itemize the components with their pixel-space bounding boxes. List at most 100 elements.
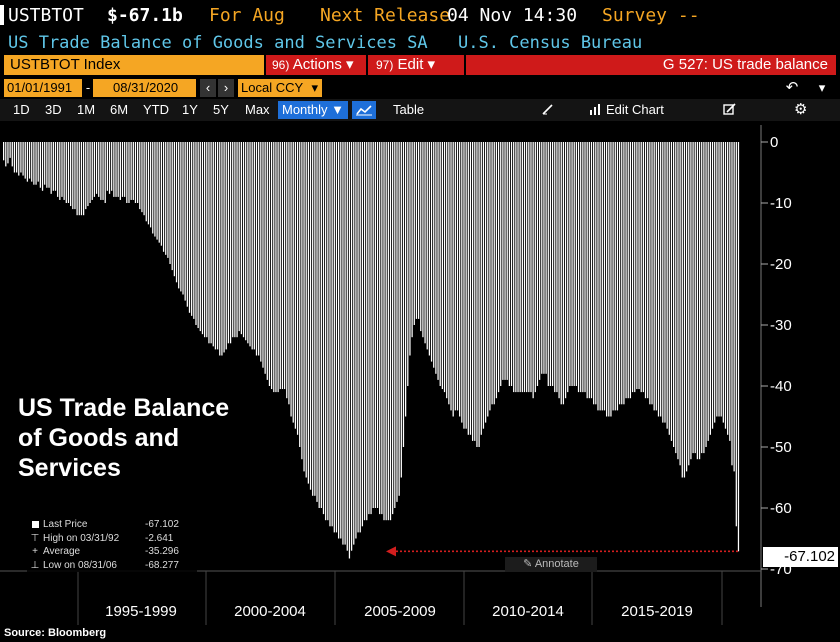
period-1y[interactable]: 1Y [182,102,198,117]
bar [487,142,489,417]
bar [616,142,619,411]
bar [558,142,560,399]
bar [357,142,359,533]
bar [638,142,640,390]
bar [128,142,130,203]
bar [294,142,297,429]
bar [160,142,163,246]
bar [165,142,167,255]
bar [359,142,361,533]
bar [44,142,46,185]
bar [731,142,733,466]
currency-select[interactable]: Local CCY ▾ [238,79,322,97]
index-field[interactable]: USTBTOT Index [4,55,264,75]
y-tick-label: -50 [770,439,792,456]
legend-label: High on 03/31/92 [43,532,120,544]
bar [398,142,400,496]
average-marker-icon: + [32,546,38,557]
edit-menu[interactable]: 97) Edit ▾ [368,55,464,75]
bar [530,142,532,393]
bar [350,142,353,551]
bar [737,142,740,552]
bar [271,142,273,390]
survey: Survey -- [602,5,700,26]
bar [141,142,143,213]
bar [629,142,632,399]
description-row: US Trade Balance of Goods and Services S… [0,32,840,54]
next-arrow[interactable]: › [218,79,234,97]
x-tick-label: 1995-1999 [105,603,177,620]
ticker[interactable]: USTBTOT [8,5,84,26]
period-1d[interactable]: 1D [13,102,30,117]
bar [137,142,139,203]
bar [89,142,91,203]
bar [54,142,57,191]
command-bar: USTBTOT Index 96) Actions ▾ 97) Edit ▾ G… [0,55,840,76]
bar [223,142,225,353]
bar [491,142,493,405]
currency-chevron-icon: ▾ [311,80,318,95]
bar [482,142,485,429]
bar [623,142,625,405]
line-chart-icon[interactable] [352,101,376,119]
frequency-select[interactable]: Monthly ▼ [278,101,348,119]
bar [85,142,87,210]
period-6m[interactable]: 6M [110,102,129,117]
bar [562,142,565,405]
period-5y[interactable]: 5Y [213,102,229,117]
bar [446,142,448,399]
edit-chart-icon[interactable] [588,102,604,120]
bar [515,142,517,393]
annotate-button[interactable]: ✎ Annotate [505,557,597,572]
period-ytd[interactable]: YTD [143,102,169,117]
prev-arrow[interactable]: ‹ [200,79,216,97]
x-axis: 1995-1999 2000-2004 2005-2009 2010-2014 2015… [77,571,723,625]
period-3d[interactable]: 3D [45,102,62,117]
bar [281,142,284,390]
gear-icon[interactable]: ⚙ [794,101,808,118]
annotate-icon[interactable] [540,102,556,120]
bar [199,142,201,332]
bar [614,142,616,411]
undo-icon[interactable]: ↶ [785,79,799,96]
bar [631,142,634,393]
bar [355,142,357,539]
edit-chart-button[interactable]: Edit Chart [606,102,664,117]
actions-menu[interactable]: 96) Actions ▾ [266,55,366,75]
draw-icon[interactable] [722,102,738,120]
bar [33,142,35,185]
bar [247,142,249,344]
bar [363,142,366,521]
bar [407,142,409,386]
x-tick-label: 2010-2014 [492,603,564,620]
bar [186,142,188,307]
bar [154,142,156,237]
y-tick-label: -10 [770,195,792,212]
bar [266,142,268,380]
bar [344,142,346,545]
bar [145,142,147,222]
bar [182,142,184,295]
bar [422,142,424,338]
bar [98,142,100,197]
bar [606,142,608,417]
table-button[interactable]: Table [393,102,425,117]
bar [162,142,165,252]
bar [335,142,338,533]
bar [495,142,498,399]
bar [452,142,454,417]
bar [621,142,623,405]
end-date-input[interactable]: 08/31/2020 [93,79,196,97]
bar [664,142,666,423]
period-1m[interactable]: 1M [77,102,96,117]
bar [685,142,688,472]
start-date-input[interactable]: 01/01/1991 [4,79,82,97]
bar [20,142,22,173]
bar [660,142,662,417]
bar [718,142,720,417]
chart-overlay-title: US Trade Balance of Goods and Services [18,394,230,482]
period-max[interactable]: Max [245,102,270,117]
bar [15,142,18,173]
options-menu-icon[interactable]: ▾ [818,80,826,95]
bar [240,142,242,335]
